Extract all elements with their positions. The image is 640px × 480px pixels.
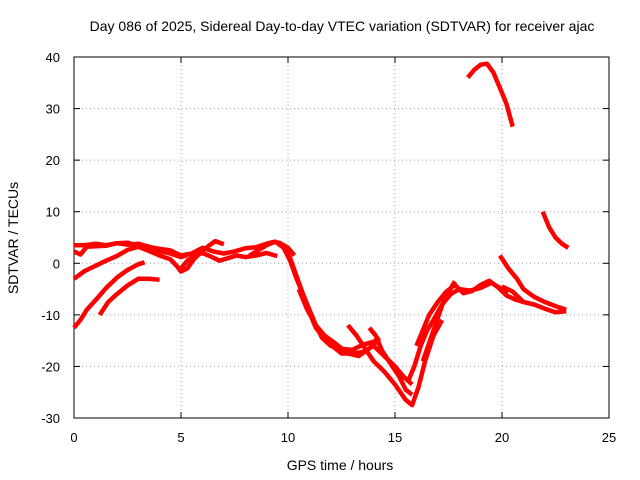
series-track-15 — [466, 61, 515, 128]
y-tick-label: 10 — [46, 205, 60, 220]
series-track-3 — [72, 238, 225, 281]
y-tick-label: 0 — [53, 256, 60, 271]
x-tick-label: 25 — [602, 430, 616, 445]
x-tick-label: 5 — [177, 430, 184, 445]
x-tick-label: 10 — [281, 430, 295, 445]
series-track-16 — [498, 254, 567, 312]
series-layer — [72, 61, 570, 408]
series-track-2 — [73, 240, 189, 260]
series-track-5 — [97, 276, 160, 317]
series-track-14 — [420, 280, 457, 363]
y-tick-label: -30 — [41, 411, 60, 426]
x-axis-label: GPS time / hours — [287, 457, 394, 473]
plot-frame — [73, 56, 610, 419]
axis-ticks: 0 5 10 15 20 25 -30 -20 -10 0 10 20 30 40 — [41, 50, 616, 445]
y-tick-label: 20 — [46, 153, 60, 168]
y-tick-label: -10 — [41, 308, 60, 323]
series-track-11 — [367, 326, 414, 397]
grid-lines — [74, 57, 609, 418]
y-tick-label: -20 — [41, 359, 60, 374]
y-tick-label: 40 — [46, 50, 60, 65]
series-track-18 — [540, 210, 570, 250]
series-track-17 — [501, 284, 567, 315]
series-track-4 — [72, 260, 146, 330]
chart-title: Day 086 of 2025, Sidereal Day-to-day VTE… — [90, 18, 595, 34]
x-tick-label: 0 — [70, 430, 77, 445]
x-tick-label: 20 — [495, 430, 509, 445]
series-track-13 — [414, 278, 525, 347]
y-axis-label: SDTVAR / TECUs — [5, 182, 21, 294]
series-track-7 — [248, 239, 382, 353]
x-tick-label: 15 — [388, 430, 402, 445]
series-track-6 — [179, 250, 278, 270]
y-tick-label: 30 — [46, 102, 60, 117]
